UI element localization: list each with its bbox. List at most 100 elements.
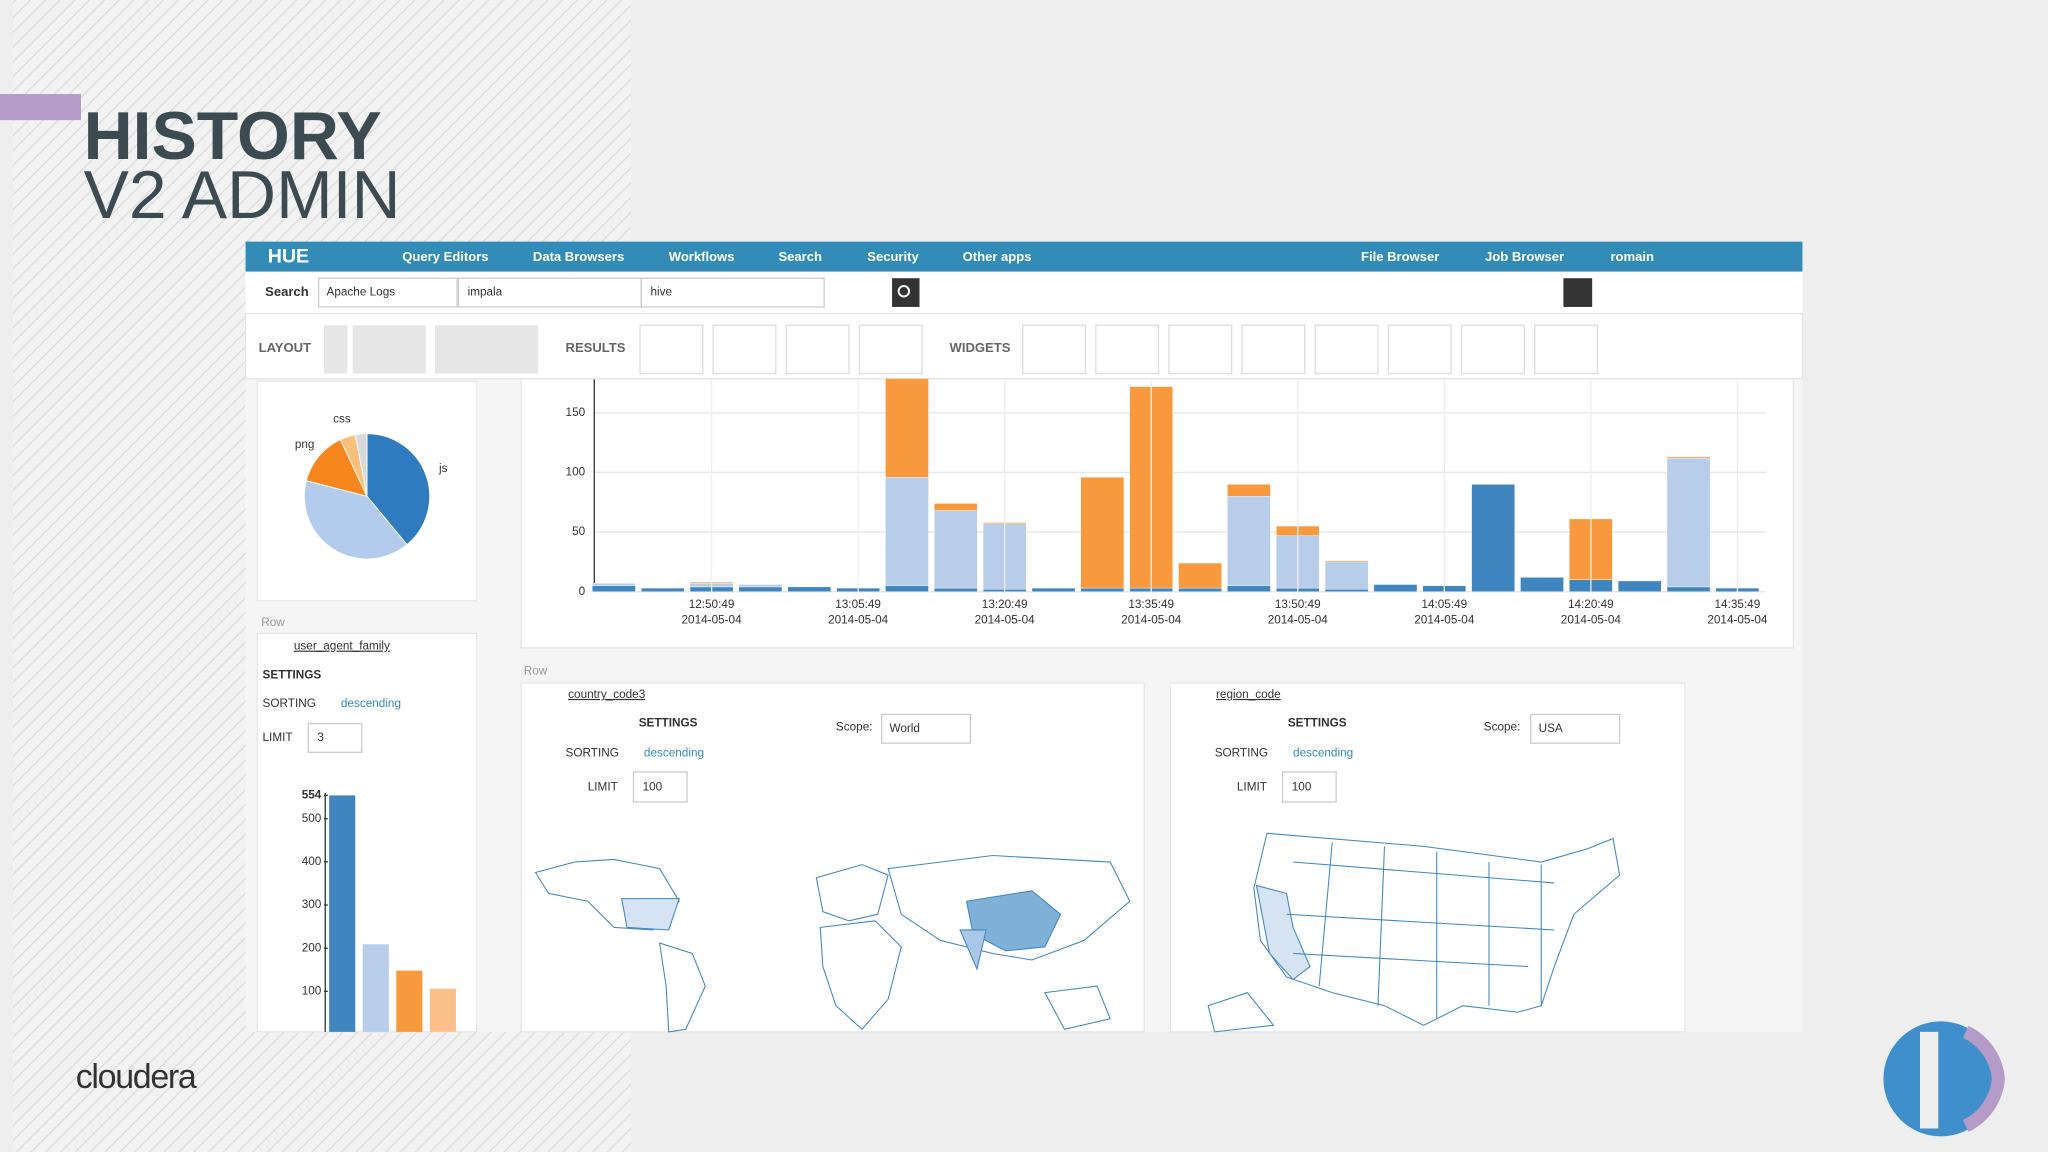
tool-button[interactable]: [639, 324, 704, 375]
nav-menu[interactable]: Query Editors: [402, 249, 488, 264]
y-tick-label: 200: [302, 941, 322, 954]
x-tick-label: 13:35:49: [1128, 598, 1174, 611]
tool-button[interactable]: [785, 324, 850, 375]
toolbar-label: RESULTS: [566, 340, 626, 355]
toolbar-label: LAYOUT: [259, 340, 311, 355]
limit-input[interactable]: [632, 771, 688, 803]
scope-value[interactable]: World: [889, 722, 919, 735]
facet-field: region_code: [1216, 688, 1281, 701]
limit-value[interactable]: 100: [643, 781, 663, 794]
limit-value[interactable]: 100: [1292, 781, 1312, 794]
bar-segment: [1373, 584, 1418, 592]
bar-segment: [1471, 484, 1515, 592]
usa-map: [1207, 832, 1621, 1033]
bar-segment: [1178, 587, 1222, 592]
logo: HUE: [268, 245, 309, 267]
x-tick-label: 12:50:49: [689, 598, 735, 611]
bar-segment: [1666, 456, 1711, 459]
bar-segment: [640, 587, 685, 592]
pie-slice: [354, 433, 368, 497]
tool-button[interactable]: [1314, 324, 1379, 375]
bar: [362, 944, 389, 1032]
bar-segment: [885, 477, 929, 586]
x-tick-date: 2014-05-04: [1561, 614, 1622, 627]
nav-menu[interactable]: Other apps: [963, 249, 1032, 264]
bar-segment: [934, 503, 978, 511]
layout-option[interactable]: [352, 325, 426, 374]
settings-heading: SETTINGS: [263, 668, 322, 681]
scope-value[interactable]: USA: [1539, 722, 1563, 735]
x-tick-label: 13:05:49: [835, 598, 881, 611]
bar-segment: [1324, 589, 1369, 592]
y-tick-label: 150: [566, 406, 586, 419]
query-input[interactable]: [457, 277, 642, 308]
pie-label: css: [333, 412, 351, 425]
tool-button[interactable]: [1460, 324, 1525, 375]
nav-menu[interactable]: Security: [867, 249, 919, 264]
tool-button[interactable]: [1168, 324, 1233, 375]
settings-heading: SETTINGS: [1288, 717, 1347, 730]
x-tick-date: 2014-05-04: [1707, 614, 1768, 627]
x-tick-label: 14:20:49: [1568, 598, 1614, 611]
collection[interactable]: Apache Logs: [327, 286, 396, 299]
scope-label: Scope:: [1484, 721, 1521, 734]
tool-button[interactable]: [1095, 324, 1160, 375]
slide-subtitle: V2 ADMIN: [84, 158, 401, 233]
x-tick-label: 13:50:49: [1275, 598, 1321, 611]
navbar: [245, 241, 1803, 272]
sorting-label: SORTING: [263, 697, 316, 710]
layout-option[interactable]: [434, 325, 539, 374]
y-tick-label: 50: [572, 525, 586, 538]
query-input[interactable]: [640, 277, 825, 308]
bar: [329, 795, 356, 1032]
bar-segment: [1227, 496, 1271, 586]
limit-label: LIMIT: [263, 731, 293, 744]
bar-segment: [787, 586, 832, 592]
nav-menu[interactable]: Search: [778, 249, 822, 264]
x-tick-date: 2014-05-04: [828, 614, 889, 627]
nav-link[interactable]: Job Browser: [1485, 249, 1564, 264]
edit-button[interactable]: [1563, 278, 1593, 307]
facet-field: user_agent_family: [294, 640, 390, 653]
sorting-value[interactable]: descending: [644, 747, 704, 760]
bar-segment: [1080, 587, 1125, 592]
bar-segment: [885, 585, 929, 592]
sorting-value[interactable]: descending: [341, 697, 401, 710]
layout-option[interactable]: [323, 325, 348, 374]
bar-segment: [1227, 585, 1271, 592]
tool-button[interactable]: [1387, 324, 1452, 375]
sorting-value[interactable]: descending: [1293, 747, 1353, 760]
tool-button[interactable]: [858, 324, 923, 375]
nav-link[interactable]: File Browser: [1361, 249, 1439, 264]
pie-slice: [366, 433, 431, 546]
tool-button[interactable]: [1022, 324, 1087, 375]
nav-link[interactable]: romain: [1610, 249, 1654, 264]
tool-button[interactable]: [1534, 324, 1599, 375]
y-tick-label: 0: [579, 585, 586, 598]
pie-slice: [303, 480, 408, 560]
facet-field: country_code3: [568, 688, 646, 701]
bar-segment: [592, 585, 636, 592]
bar-segment: [1520, 577, 1564, 592]
query[interactable]: impala: [468, 286, 503, 299]
search-button[interactable]: [892, 278, 920, 307]
nav-menu[interactable]: Workflows: [669, 249, 735, 264]
x-tick-date: 2014-05-04: [682, 614, 743, 627]
limit-value[interactable]: 3: [317, 731, 324, 744]
nav-menu[interactable]: Data Browsers: [533, 249, 624, 264]
query[interactable]: hive: [650, 286, 672, 299]
row-label: Row: [261, 616, 285, 629]
y-tick-label: 500: [302, 812, 322, 825]
scope-label: Scope:: [836, 721, 873, 734]
bar-segment: [1666, 457, 1711, 588]
limit-input[interactable]: [307, 722, 363, 753]
scope-select[interactable]: [880, 713, 972, 744]
y-tick-label: 554: [302, 789, 322, 802]
tool-button[interactable]: [712, 324, 777, 375]
tool-button[interactable]: [1241, 324, 1306, 375]
collection-select[interactable]: [318, 277, 458, 308]
scope-select[interactable]: [1530, 713, 1621, 744]
limit-input[interactable]: [1281, 771, 1337, 803]
brand: cloudera: [76, 1058, 197, 1096]
